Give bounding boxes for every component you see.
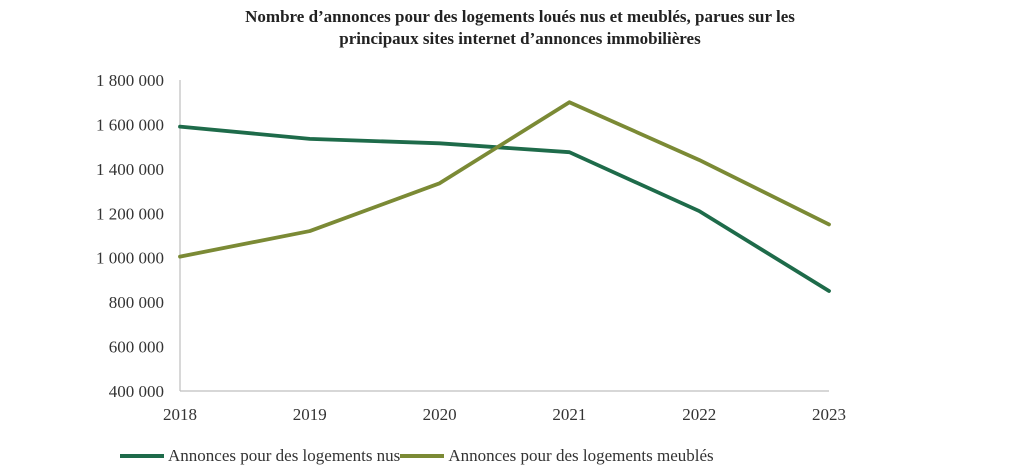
y-tick-label: 1 800 000 [96, 71, 164, 90]
legend-swatch-nus [120, 454, 164, 458]
x-axis-ticks: 2018 2019 2020 2021 2022 2023 [163, 405, 846, 424]
series-lines [178, 100, 831, 293]
series-line-0 [178, 124, 831, 293]
x-tick-label: 2023 [812, 405, 846, 424]
legend-label-meubles: Annonces pour des logements meublés [448, 446, 714, 465]
y-tick-label: 1 000 000 [96, 249, 164, 268]
x-tick-label: 2019 [293, 405, 327, 424]
chart-title-line-2: principaux sites internet d’annonces imm… [339, 29, 701, 48]
x-tick-label: 2020 [423, 405, 457, 424]
legend-label-nus: Annonces pour des logements nus [168, 446, 401, 465]
y-tick-label: 400 000 [109, 382, 164, 401]
legend-item-meubles: Annonces pour des logements meublés [400, 446, 714, 466]
y-tick-label: 1 400 000 [96, 160, 164, 179]
legend-item-nus: Annonces pour des logements nus [120, 446, 400, 466]
x-tick-label: 2018 [163, 405, 197, 424]
chart-legend: Annonces pour des logements nus Annonces… [120, 446, 714, 466]
chart-axes [179, 80, 829, 392]
x-tick-label: 2022 [682, 405, 716, 424]
y-tick-label: 600 000 [109, 338, 164, 357]
y-tick-label: 800 000 [109, 293, 164, 312]
legend-swatch-meubles [400, 454, 445, 458]
y-tick-label: 1 200 000 [96, 204, 164, 223]
series-line-1 [178, 100, 831, 259]
chart-title-line-1: Nombre d’annonces pour des logements lou… [245, 7, 795, 26]
x-tick-label: 2021 [552, 405, 586, 424]
chart-title: Nombre d’annonces pour des logements lou… [150, 6, 890, 50]
y-tick-label: 1 600 000 [96, 115, 164, 134]
y-axis-ticks: 400 000 600 000 800 000 1 000 000 1 200 000 1… [96, 71, 164, 401]
